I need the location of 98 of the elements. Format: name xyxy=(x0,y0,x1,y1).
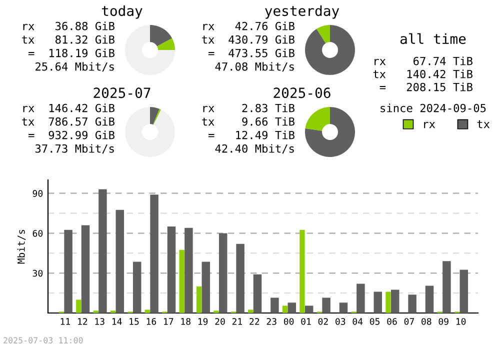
text: all time xyxy=(400,33,466,44)
text: rx 42.76 GiB xyxy=(203,22,294,30)
donut-slice xyxy=(316,25,330,44)
donut-slice xyxy=(153,108,162,125)
x-tick-label: 00 xyxy=(284,318,294,325)
bar xyxy=(150,194,158,313)
x-tick-label: 12 xyxy=(78,318,88,325)
text: = 932.99 GiB xyxy=(28,130,114,140)
x-tick-label: 01 xyxy=(301,318,311,325)
chart-title: yesterday xyxy=(265,5,340,19)
text: tx 81.32 GiB xyxy=(22,35,114,44)
bar xyxy=(116,210,124,313)
bar xyxy=(339,302,348,313)
bar xyxy=(202,262,210,313)
x-tick-label: 15 xyxy=(130,318,139,325)
y-tick-label: 90 xyxy=(32,190,43,197)
bar xyxy=(76,300,82,313)
x-tick-label: 02 xyxy=(318,318,328,325)
x-tick-label: 18 xyxy=(181,318,190,325)
x-tick-label: 07 xyxy=(404,318,414,325)
text: rx 2.83 TiB xyxy=(203,104,294,112)
text: rx 146.42 GiB xyxy=(23,104,114,112)
text: rx 67.74 TiB xyxy=(374,56,472,66)
text: 47.08 Mbit/s xyxy=(215,62,294,72)
text: tx 140.42 TiB xyxy=(373,70,472,78)
y-tick-label: 60 xyxy=(32,230,43,237)
bar xyxy=(304,306,314,313)
x-tick-label: 06 xyxy=(387,318,397,325)
x-tick-label: 05 xyxy=(370,318,380,325)
y-tick-label: 30 xyxy=(32,270,43,277)
x-tick-label: 20 xyxy=(215,318,225,325)
bar xyxy=(132,262,142,313)
donut-slice xyxy=(305,107,330,131)
legend-label: rx xyxy=(424,122,436,128)
x-tick-label: 11 xyxy=(60,318,70,325)
chart-title: today xyxy=(102,5,142,19)
x-tick-label: 09 xyxy=(438,318,448,325)
bar xyxy=(184,228,193,313)
text: = 118.19 GiB xyxy=(28,48,114,58)
bar xyxy=(270,298,279,313)
bar xyxy=(167,226,176,313)
bar xyxy=(288,302,296,313)
x-tick-label: 17 xyxy=(164,318,174,325)
x-tick-label: 23 xyxy=(266,318,276,325)
x-tick-label: 21 xyxy=(232,318,242,325)
donut-slice xyxy=(150,25,172,46)
bar xyxy=(282,306,288,313)
bar xyxy=(218,233,228,313)
bar xyxy=(300,230,305,313)
text: 25.64 Mbit/s xyxy=(36,62,114,72)
bar xyxy=(322,298,330,313)
bar xyxy=(81,225,90,313)
x-tick-label: 19 xyxy=(198,318,208,325)
bar xyxy=(236,244,244,313)
x-tick-label: 10 xyxy=(456,318,466,325)
bar xyxy=(64,230,72,313)
bar xyxy=(386,292,391,313)
y-axis-title: Mbit/s xyxy=(17,230,26,264)
x-tick-label: 04 xyxy=(352,318,363,325)
bar xyxy=(390,290,400,313)
donut-slice xyxy=(305,107,355,157)
bar xyxy=(460,270,468,313)
text: = 208.15 TiB xyxy=(380,82,472,92)
x-tick-label: 13 xyxy=(95,318,104,325)
bar xyxy=(374,292,382,313)
text: = 12.49 TiB xyxy=(208,130,294,140)
chart-title: 2025-06 xyxy=(274,88,330,98)
bar xyxy=(98,189,107,313)
bar xyxy=(253,274,262,313)
bar xyxy=(196,286,202,313)
text: 37.73 Mbit/s xyxy=(35,144,114,154)
x-tick-label: 22 xyxy=(250,318,260,325)
bar xyxy=(425,286,434,313)
donut-slice xyxy=(150,107,160,125)
donut-slice xyxy=(125,107,175,157)
x-tick-label: 16 xyxy=(146,318,156,325)
bar xyxy=(356,284,365,313)
bar xyxy=(442,261,451,313)
text: 2025-07-03 11:00 xyxy=(4,337,83,344)
bar xyxy=(179,250,184,313)
text: since 2024-09-05 xyxy=(380,104,486,112)
x-tick-label: 14 xyxy=(112,318,122,325)
x-tick-label: 03 xyxy=(336,318,346,325)
text: 42.40 Mbit/s xyxy=(215,144,294,154)
text: tx 9.66 TiB xyxy=(202,117,294,126)
bar xyxy=(408,294,416,313)
text: tx 786.57 GiB xyxy=(22,117,114,126)
text: = 473.55 GiB xyxy=(208,48,294,58)
bar xyxy=(144,310,150,313)
text: rx 36.88 GiB xyxy=(23,22,114,30)
donut-slice xyxy=(157,38,175,50)
donut-slice xyxy=(305,25,355,75)
bar xyxy=(248,310,254,313)
chart-title: 2025-07 xyxy=(94,88,150,98)
x-tick-label: 08 xyxy=(422,318,432,325)
legend-label: tx xyxy=(477,120,490,128)
text: tx 430.79 GiB xyxy=(202,35,294,44)
donut-slice xyxy=(125,25,175,75)
